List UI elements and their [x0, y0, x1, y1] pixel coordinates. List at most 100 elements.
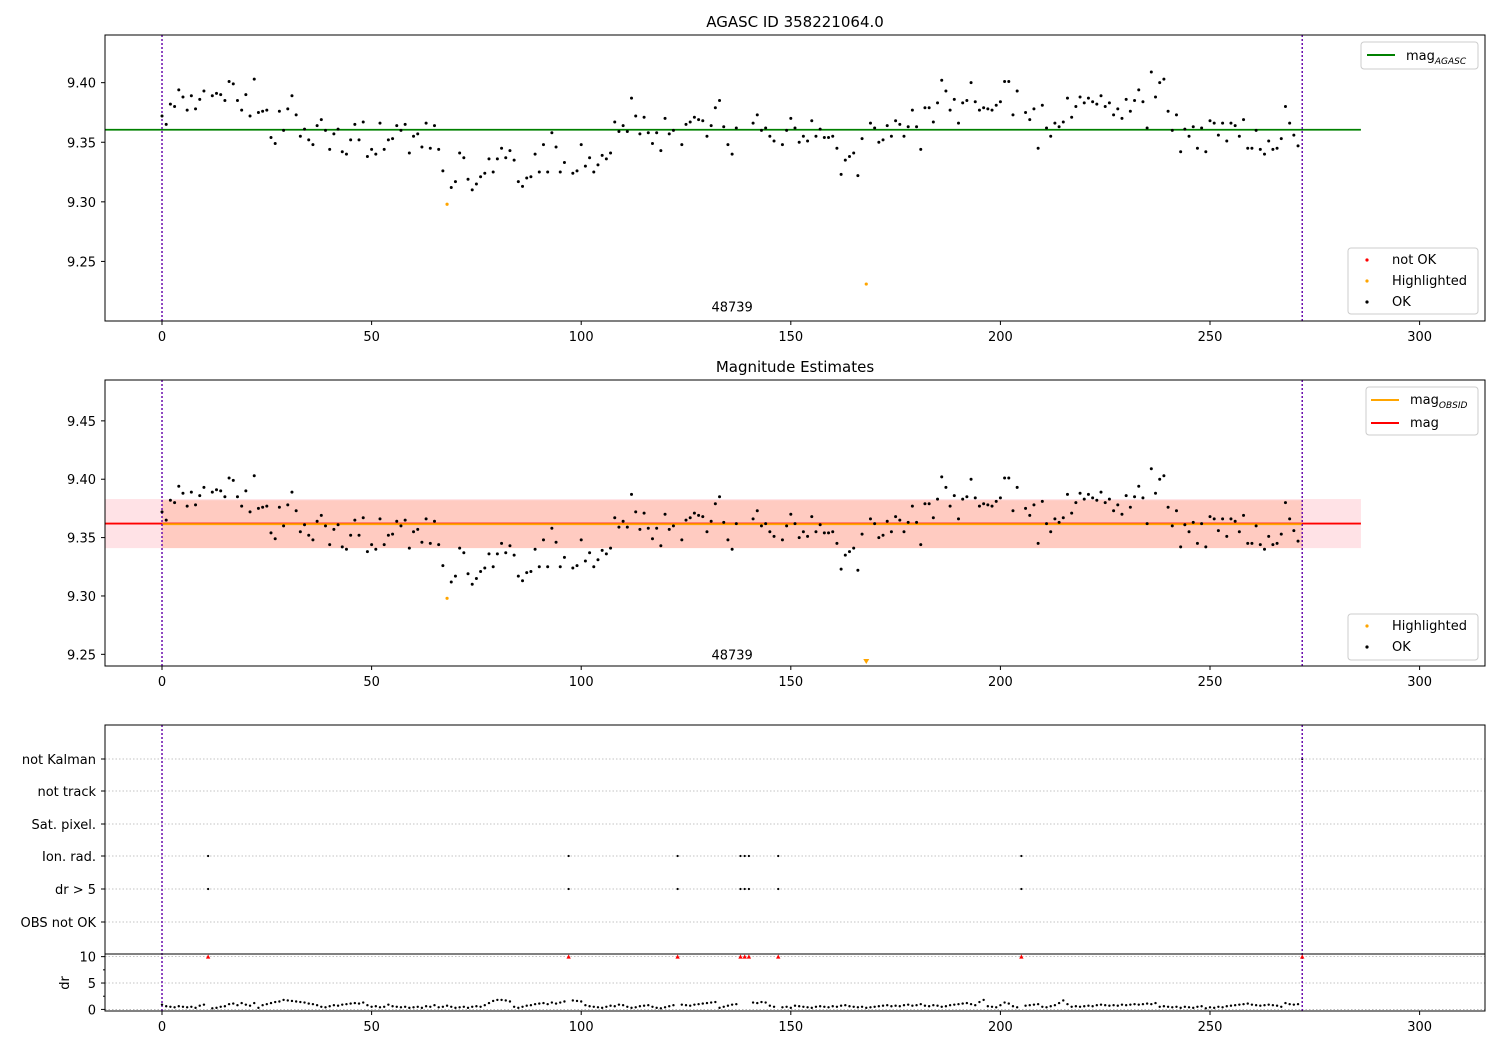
dr-point-29: [286, 999, 289, 1002]
dr-point-87: [529, 1003, 533, 1007]
dr-point-31: [294, 1000, 298, 1003]
dr-point-216: [1099, 1003, 1103, 1006]
p1-point-ok-109: [630, 96, 634, 100]
dr-point-202: [1041, 1005, 1044, 1008]
dr-point-221: [1120, 1003, 1124, 1006]
p2-point-ok-241: [1212, 517, 1216, 521]
flag-point-3-5: [747, 854, 750, 858]
dr-point-105: [609, 1004, 612, 1007]
p1-point-ok-248: [1242, 118, 1246, 122]
p1-point-ok-143: [793, 126, 797, 130]
p2-point-ok-231: [1170, 524, 1174, 528]
dr-point-81: [504, 999, 507, 1002]
p1-point-ok-77: [491, 170, 495, 174]
p2-point-ok-255: [1271, 543, 1275, 547]
p1-point-ok-63: [428, 146, 432, 150]
p1-xtick-label-300: 300: [1407, 330, 1432, 345]
dr-point-136: [756, 1001, 759, 1005]
p1-point-ok-111: [638, 132, 642, 136]
p2-point-ok-189: [990, 504, 994, 508]
dr-point-74: [475, 1005, 478, 1008]
p2-point-ok-80: [504, 551, 508, 555]
dr-point-134: [735, 1002, 738, 1006]
dr-point-156: [844, 1003, 847, 1007]
p1-point-ok-194: [1011, 113, 1015, 117]
dr-point-83: [512, 1005, 516, 1008]
p2-point-ok-256: [1275, 541, 1279, 545]
p2-point-ok-94: [562, 555, 566, 559]
p2-point-ok-141: [785, 524, 789, 528]
p1-point-ok-230: [1166, 109, 1170, 113]
p2-point-ok-88: [537, 565, 541, 569]
dr-point-259: [1280, 1005, 1283, 1008]
p1-point-ok-174: [927, 106, 931, 110]
dr-point-1: [165, 1005, 168, 1008]
dr-point-241: [1204, 1007, 1208, 1010]
p1-point-ok-42: [340, 150, 344, 154]
p1-point-ok-218: [1116, 107, 1120, 111]
dr-point-180: [944, 1005, 948, 1008]
p1-point-ok-212: [1091, 100, 1095, 104]
p2-point-ok-38: [323, 524, 327, 528]
p1-point-ok-208: [1074, 105, 1078, 108]
p2-point-ok-13: [219, 489, 223, 493]
dr-point-232: [1166, 1005, 1170, 1008]
p2-ytick-label-9.45: 9.45: [67, 415, 96, 430]
p1-point-ok-48: [365, 155, 369, 159]
p2-point-ok-205: [1061, 516, 1065, 520]
dr-point-237: [1187, 1006, 1191, 1009]
flag-label-0: not Kalman: [22, 753, 96, 768]
p2-point-ok-224: [1141, 496, 1145, 500]
p1-point-ok-185: [973, 100, 977, 104]
p1-point-ok-181: [956, 121, 960, 125]
p1-point-ok-189: [990, 108, 994, 112]
p2-point-ok-206: [1065, 492, 1069, 496]
p1-point-ok-12: [215, 91, 219, 95]
p1-point-ok-123: [692, 115, 696, 119]
p2-point-ok-71: [466, 572, 470, 576]
p2-point-ok-134: [751, 517, 755, 521]
p1-point-ok-216: [1107, 101, 1111, 105]
p1-point-ok-165: [889, 134, 893, 138]
dr-point-17: [236, 1003, 239, 1007]
dr-point-64: [433, 1003, 436, 1007]
dr-point-242: [1208, 1006, 1212, 1009]
p1-point-ok-132: [730, 152, 734, 156]
p2-point-ok-195: [1015, 485, 1019, 489]
dr-point-252: [1250, 1003, 1254, 1006]
p1-point-ok-215: [1103, 105, 1107, 108]
legend2-label-highlighted: Highlighted: [1392, 619, 1467, 634]
p1-point-ok-44: [349, 138, 353, 142]
dr-point-217: [1104, 1003, 1107, 1007]
dr-point-84: [517, 1006, 520, 1010]
dr-point-262: [1292, 1003, 1296, 1006]
dr-point-168: [894, 1004, 897, 1007]
dr-point-163: [873, 1005, 876, 1008]
p2-point-ok-113: [646, 526, 650, 530]
p2-point-ok-182: [961, 497, 965, 501]
dr-point-99: [584, 1003, 587, 1007]
p2-point-ok-75: [483, 566, 487, 570]
dr-point-24: [265, 1002, 269, 1006]
legend-label-mag-agasc: mag: [1406, 49, 1435, 64]
dr-point-15: [227, 1002, 231, 1006]
p2-point-ok-138: [768, 530, 772, 534]
p2-point-ok-125: [701, 515, 705, 519]
p2-point-ok-171: [915, 520, 919, 524]
p2-point-ok-164: [885, 519, 889, 523]
p1-point-ok-166: [894, 119, 898, 123]
dr-point-209: [1070, 1005, 1073, 1008]
p3-xtick-label-200: 200: [988, 1020, 1013, 1035]
p1-point-ok-169: [906, 125, 910, 129]
p1-point-ok-71: [466, 177, 470, 181]
dr-point-98: [580, 1000, 583, 1003]
p1-point-ok-62: [424, 121, 428, 125]
dr-point-154: [835, 1005, 839, 1008]
dr-point-108: [621, 1003, 625, 1007]
dr-point-97: [575, 999, 579, 1003]
p2-xtick-label-0: 0: [158, 675, 166, 690]
p2-point-ok-19: [244, 489, 248, 493]
dr-clipped-1: [566, 954, 571, 959]
flag-point-4-4: [743, 887, 746, 891]
p2-point-ok-186: [977, 504, 981, 508]
